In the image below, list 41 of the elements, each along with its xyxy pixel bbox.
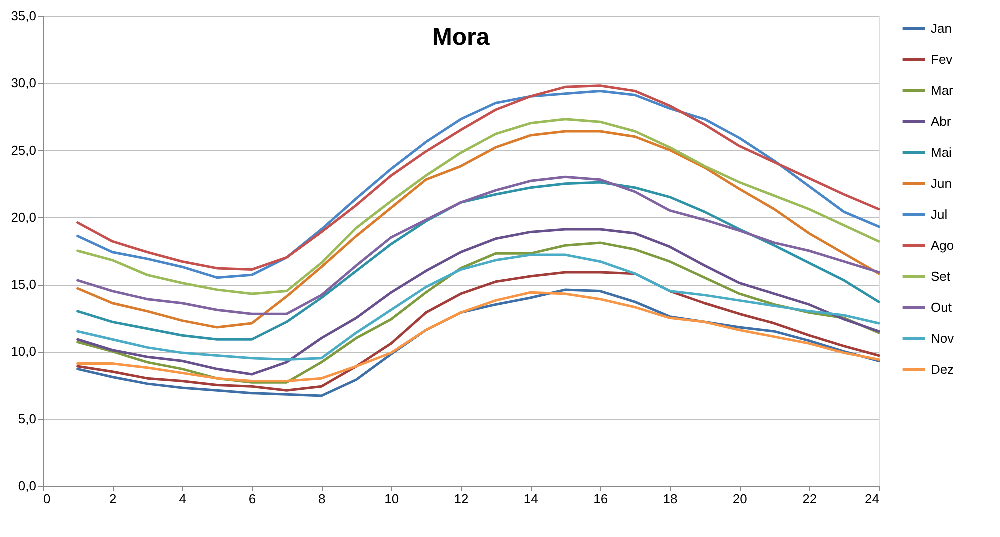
x-tick-label: 18 [663,492,678,506]
y-tick-label: 20,0 [11,210,36,225]
legend-label: Fev [931,52,954,67]
legend-label: Dez [931,362,954,377]
legend-label: Jul [931,207,948,222]
x-tick-label: 22 [802,492,818,506]
line-series [76,271,880,392]
line-series [76,130,880,329]
x-tick-label: 20 [732,492,748,506]
y-tick-label: 10,0 [11,344,36,360]
x-tick-label: 6 [248,492,256,506]
legend-label: Nov [931,331,955,346]
y-tick-label: 15,0 [11,277,36,292]
y-tick-label: 30,0 [11,76,36,91]
line-series [76,291,880,383]
legend-label: Mai [931,145,952,160]
x-tick-label: 24 [865,492,880,506]
y-tick-label: 35,0 [11,8,36,24]
legend-label: Mar [931,83,954,98]
y-tick-label: 0,0 [18,478,36,494]
chart-title: Mora [432,24,490,51]
x-tick-label: 14 [524,492,538,506]
y-tick-label: 5,0 [18,411,36,426]
x-tick-label: 10 [384,492,400,506]
x-tick-label: 0 [44,492,51,506]
y-tick-label: 25,0 [11,142,36,158]
legend-label: Jun [931,176,952,191]
legend-label: Abr [931,114,952,129]
legend-label: Out [931,300,952,315]
x-tick-label: 4 [179,492,186,506]
x-tick-label: 2 [110,492,117,506]
x-tick-label: 8 [318,492,326,506]
x-tick-label: 16 [594,492,608,506]
line-series [76,176,880,316]
legend-label: Set [931,269,951,284]
x-tick-label: 12 [454,492,469,506]
line-series [76,181,880,341]
line-series [76,254,880,362]
legend-label: Ago [931,238,954,253]
line-series [76,118,880,296]
legend-label: Jan [931,21,952,36]
